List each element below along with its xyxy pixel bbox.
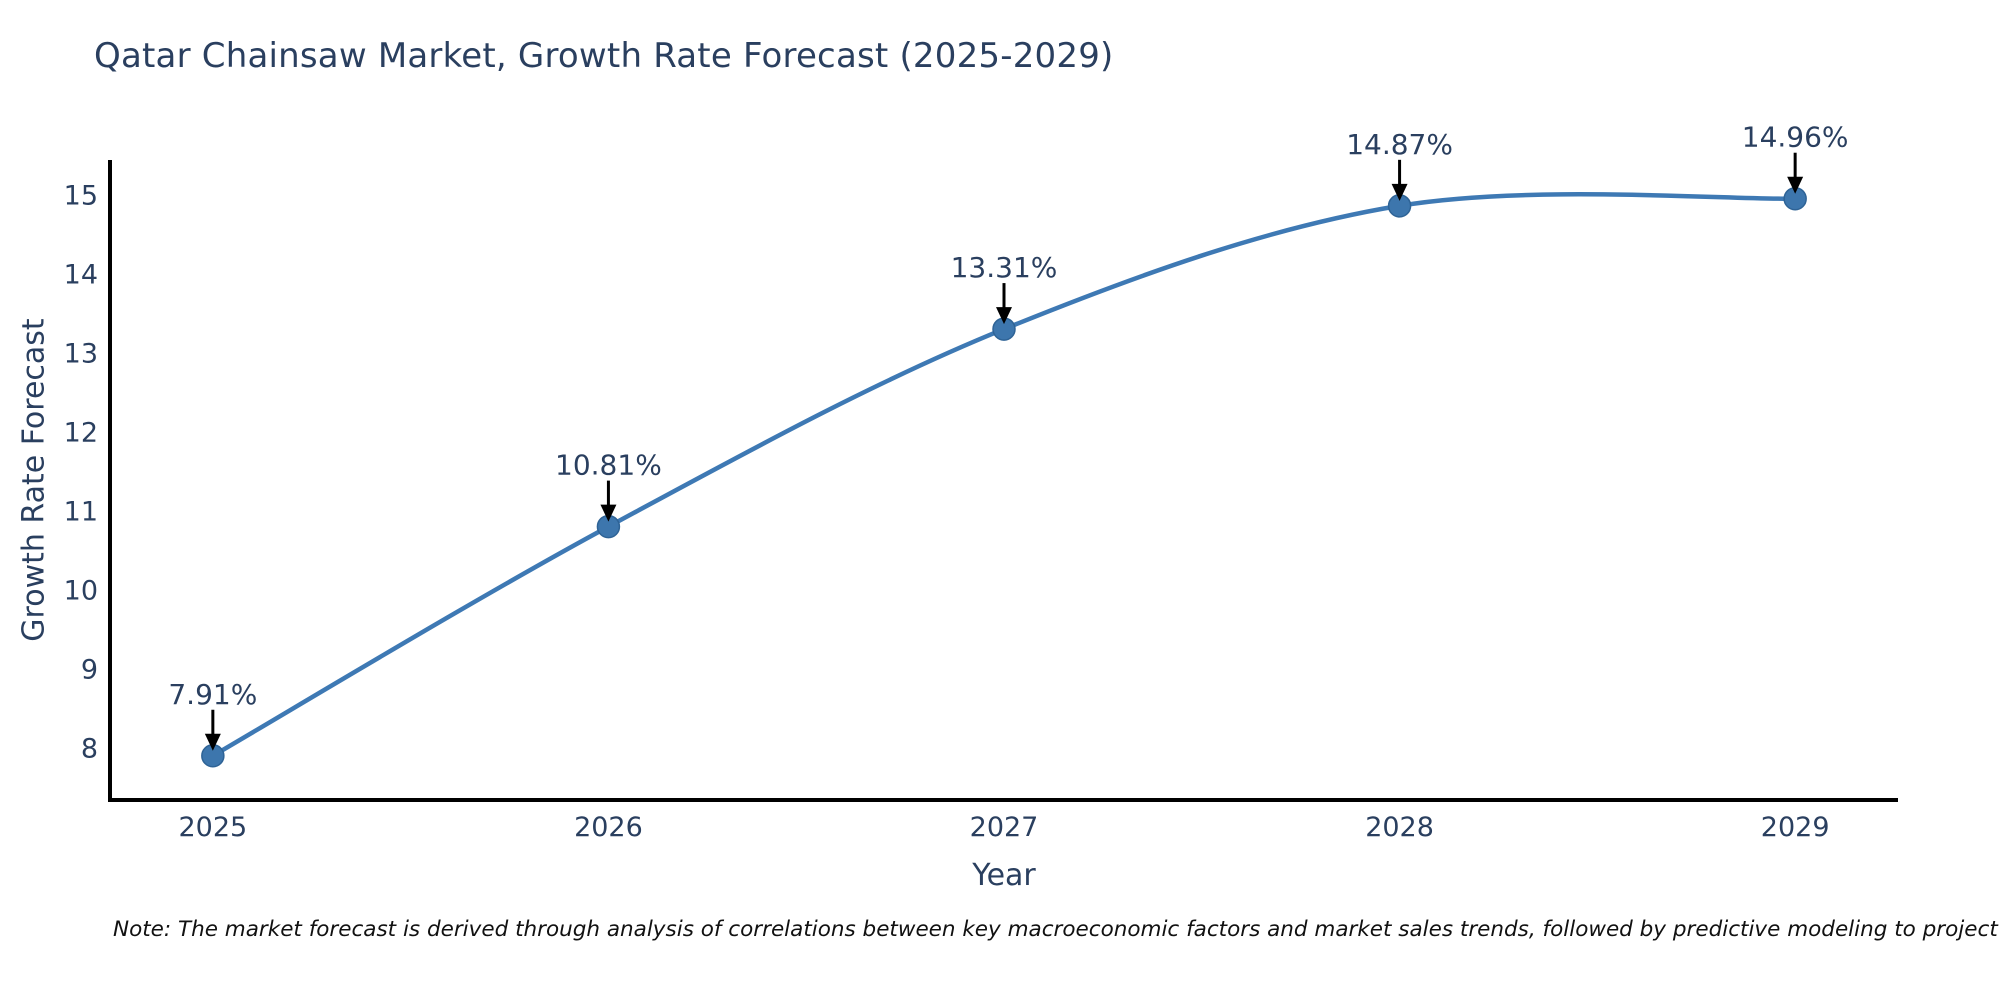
y-tick-label: 8: [81, 734, 98, 765]
annotation-arrow-head: [1391, 183, 1408, 201]
x-tick-label: 2028: [1365, 812, 1434, 843]
point-annotation-label: 14.96%: [1742, 121, 1849, 154]
x-tick-label: 2029: [1761, 812, 1830, 843]
footnote: Note: The market forecast is derived thr…: [113, 917, 2000, 942]
y-tick-label: 12: [64, 418, 98, 449]
x-tick-label: 2027: [970, 812, 1039, 843]
y-tick-label: 11: [64, 497, 98, 528]
point-annotation-label: 13.31%: [951, 251, 1058, 284]
point-annotation-label: 14.87%: [1346, 128, 1453, 161]
x-tick-label: 2026: [574, 812, 643, 843]
annotation-arrow-head: [1787, 176, 1804, 194]
y-axis-title: Growth Rate Forecast: [16, 318, 52, 642]
y-tick-label: 14: [64, 260, 98, 291]
y-tick-label: 15: [64, 181, 98, 212]
y-tick-label: 10: [64, 576, 98, 607]
y-axis-title-wrap: Growth Rate Forecast: [14, 160, 54, 800]
annotation-arrow-head: [996, 307, 1012, 325]
annotation-arrow-head: [600, 504, 617, 522]
x-tick-label: 2025: [178, 812, 247, 843]
x-axis-title: Year: [972, 858, 1036, 893]
y-tick-label: 13: [64, 339, 98, 370]
point-annotation-label: 10.81%: [555, 449, 662, 482]
chart-title: Qatar Chainsaw Market, Growth Rate Forec…: [94, 36, 1114, 76]
y-tick-label: 9: [81, 655, 98, 686]
annotation-arrow-head: [204, 733, 221, 751]
point-annotation-label: 7.91%: [168, 678, 257, 711]
